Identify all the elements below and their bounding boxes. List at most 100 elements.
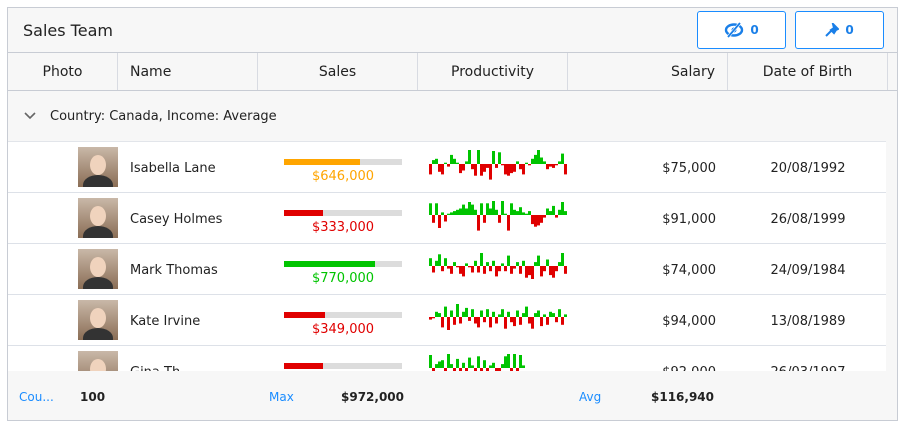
column-header-salary[interactable]: Salary [568,53,728,90]
sparkline-bar [489,164,492,180]
sparkline-bar [441,212,444,215]
sparkline-bar [471,309,474,317]
sparkline-bar [564,164,567,175]
column-header-sales[interactable]: Sales [258,53,418,90]
sparkline-bar [537,150,540,164]
sparkline-bar [471,266,474,273]
sparkline-bar [486,309,489,317]
sparkline-bar [480,253,483,266]
sales-amount: $333,000 [311,220,375,235]
sparkline-bar [435,260,438,266]
column-header-productivity[interactable]: Productivity [418,53,568,90]
sparkline-bar [459,164,462,174]
sparkline-bar [465,208,468,215]
sparkline-bar [495,317,498,324]
sparkline-bar [513,266,516,269]
sparkline-bar [471,365,474,368]
column-header-dob[interactable]: Date of Birth [728,53,888,90]
avatar [78,147,118,187]
table-row[interactable]: Isabella Lane $646,000 $75,000 20/08/199… [8,142,888,193]
sparkline-bar [528,211,531,215]
hidden-count: 0 [750,23,759,37]
sparkline-bar [495,164,498,168]
sparkline-bar [561,153,564,164]
sparkline-bar [435,158,438,164]
sparkline-bar [492,362,495,368]
sparkline-bar [522,212,525,215]
sales-amount: $349,000 [311,322,375,337]
sparkline-bar [477,215,480,231]
sales-bar [284,159,402,165]
sparkline-bar [537,215,540,226]
table-row[interactable]: Kate Irvine $349,000 $94,000 13/08/1989 [8,295,888,346]
sparkline-bar [546,317,549,325]
column-header-name[interactable]: Name [118,53,258,90]
sparkline-bar [438,313,441,317]
sparkline-bar [543,215,546,218]
table-row[interactable]: Casey Holmes $333,000 $91,000 26/08/1999 [8,193,888,244]
sparkline-bar [510,164,513,174]
sparkline-bar [501,309,504,317]
sparkline-bar [492,201,495,215]
column-headers: Photo Name Sales Productivity Salary Dat… [8,53,897,91]
sparkline-bar [528,164,531,166]
sparkline-bar [444,162,447,164]
group-row[interactable]: Country: Canada, Income: Average [8,91,897,142]
sales-bar-fill [284,312,326,318]
count-value: 100 [80,390,106,404]
salary: $94,000 [662,314,716,329]
sparkline-bar [429,203,432,215]
sparkline-bar [549,311,552,317]
table-row[interactable]: Mark Thomas $770,000 $74,000 24/09/1984 [8,244,888,295]
sparkline-bar [528,317,531,324]
sparkline-bar [459,208,462,215]
sparkline-bar [468,202,471,215]
sparkline-bar [513,317,516,327]
sparkline-bar [468,150,471,164]
sparkline-bar [561,317,564,325]
sparkline-bar [507,255,510,266]
avatar [78,198,118,238]
scrollbar[interactable] [886,92,897,372]
sparkline-bar [507,164,510,176]
sparkline-bar [516,310,519,317]
chevron-down-icon[interactable] [24,112,36,120]
sparkline-bar [432,160,435,164]
sparkline-bar [429,317,432,320]
sparkline-bar [465,368,468,372]
sparkline-bar [561,202,564,215]
sparkline-bar [522,164,525,175]
sparkline-bar [483,215,486,223]
sparkline-bar [525,213,528,215]
sparkline-bar [537,255,540,266]
hidden-columns-button[interactable]: 0 [697,11,786,49]
salary: $74,000 [662,263,716,278]
sparkline-bar [435,311,438,317]
sales-bar-fill [284,210,324,216]
sparkline-bar [474,260,477,266]
sparkline-bar [522,365,525,368]
sparkline-bar [534,262,537,266]
sparkline-bar [429,164,432,175]
sparkline-bar [489,266,492,272]
sales-amount: $770,000 [311,271,375,286]
sparkline-bar [552,313,555,317]
sparkline-bar [546,259,549,266]
pinned-columns-button[interactable]: 0 [795,11,884,49]
sparkline-bar [438,164,441,172]
sparkline-bar [495,209,498,215]
sparkline-bar [450,364,453,368]
sparkline-bar [498,215,501,223]
column-header-photo[interactable]: Photo [8,53,118,90]
productivity-sparkline [429,304,567,330]
sparkline-bar [540,317,543,327]
sparkline-bar [510,266,513,274]
sparkline-bar [480,310,483,317]
sparkline-bar [480,203,483,215]
sparkline-bar [528,266,531,276]
group-label: Country: Canada, Income: Average [50,108,277,124]
productivity-sparkline [429,150,567,180]
sparkline-bar [552,164,555,168]
sparkline-bar [450,212,453,215]
sparkline-bar [519,207,522,215]
